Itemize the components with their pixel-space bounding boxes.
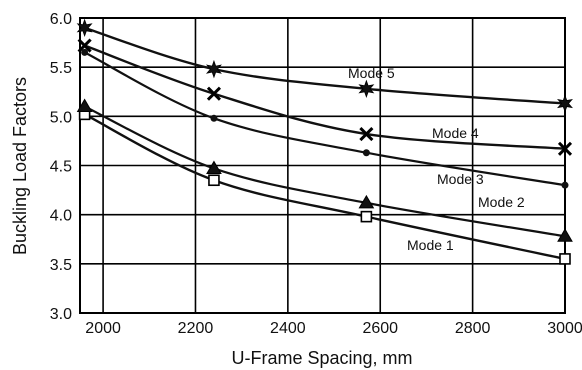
x-axis-label: U-Frame Spacing, mm	[231, 348, 412, 368]
mode-labels: Mode 5 Mode 4 Mode 3 Mode 2 Mode 1	[348, 65, 525, 253]
mode-2-label: Mode 2	[478, 194, 525, 210]
mode-1-line	[84, 113, 566, 261]
x-tick-label-2800: 2800	[455, 320, 491, 337]
x-tick-label-2400: 2400	[270, 320, 306, 337]
mode-4-label: Mode 4	[432, 125, 479, 141]
mode-1-point-3	[360, 210, 373, 223]
mode-5-point-3	[358, 79, 375, 99]
gridlines	[80, 18, 565, 313]
mode-4-point-3	[359, 126, 374, 142]
y-tick-label-6.0: 6.0	[50, 11, 72, 28]
mode-3-point-3	[362, 149, 370, 157]
mode-2-point-4	[557, 228, 573, 242]
mode-1-label: Mode 1	[407, 237, 454, 253]
mode-2-line	[84, 105, 566, 238]
mode-5-label: Mode 5	[348, 65, 395, 81]
mode-4-point-1	[77, 38, 92, 53]
tick-labels: 2000 2200 2400 2600 2800 3000 3.0 3.5 4.0 4.5 5.0 5…	[50, 11, 582, 337]
y-tick-label-5.0: 5.0	[50, 109, 72, 126]
x-tick-label-3000: 3000	[547, 320, 582, 337]
y-tick-label-4.0: 4.0	[50, 208, 72, 225]
y-tick-label-3.0: 3.0	[50, 306, 72, 323]
x-tick-label-2600: 2600	[362, 320, 398, 337]
mode-2-point-2	[206, 160, 222, 174]
mode-3-point-4	[561, 181, 569, 189]
mode-2-point-3	[358, 194, 375, 209]
series-markers	[76, 18, 573, 265]
mode-3-line	[84, 51, 566, 187]
y-tick-label-5.5: 5.5	[50, 60, 72, 77]
mode-5-point-2	[205, 59, 222, 79]
mode-5-line	[84, 26, 566, 105]
mode-3-label: Mode 3	[437, 171, 484, 187]
mode-1-point-2	[208, 174, 220, 187]
mode-3-point-1	[81, 48, 89, 56]
y-axis-label: Buckling Load Factors	[10, 77, 30, 255]
mode-4-point-2	[206, 86, 222, 101]
mode-1-point-4	[559, 253, 571, 265]
mode-3-point-2	[210, 114, 218, 122]
x-tick-label-2200: 2200	[178, 320, 214, 337]
y-tick-label-4.5: 4.5	[50, 159, 72, 176]
mode-4-point-4	[557, 141, 573, 156]
mode-5-point-4	[557, 94, 573, 113]
mode-5-point-1	[76, 18, 93, 38]
y-tick-label-3.5: 3.5	[50, 257, 72, 274]
series-lines	[84, 26, 566, 261]
mode-4-line	[84, 44, 566, 150]
x-tick-label-2000: 2000	[85, 320, 121, 337]
mode-2-point-1	[76, 98, 93, 112]
